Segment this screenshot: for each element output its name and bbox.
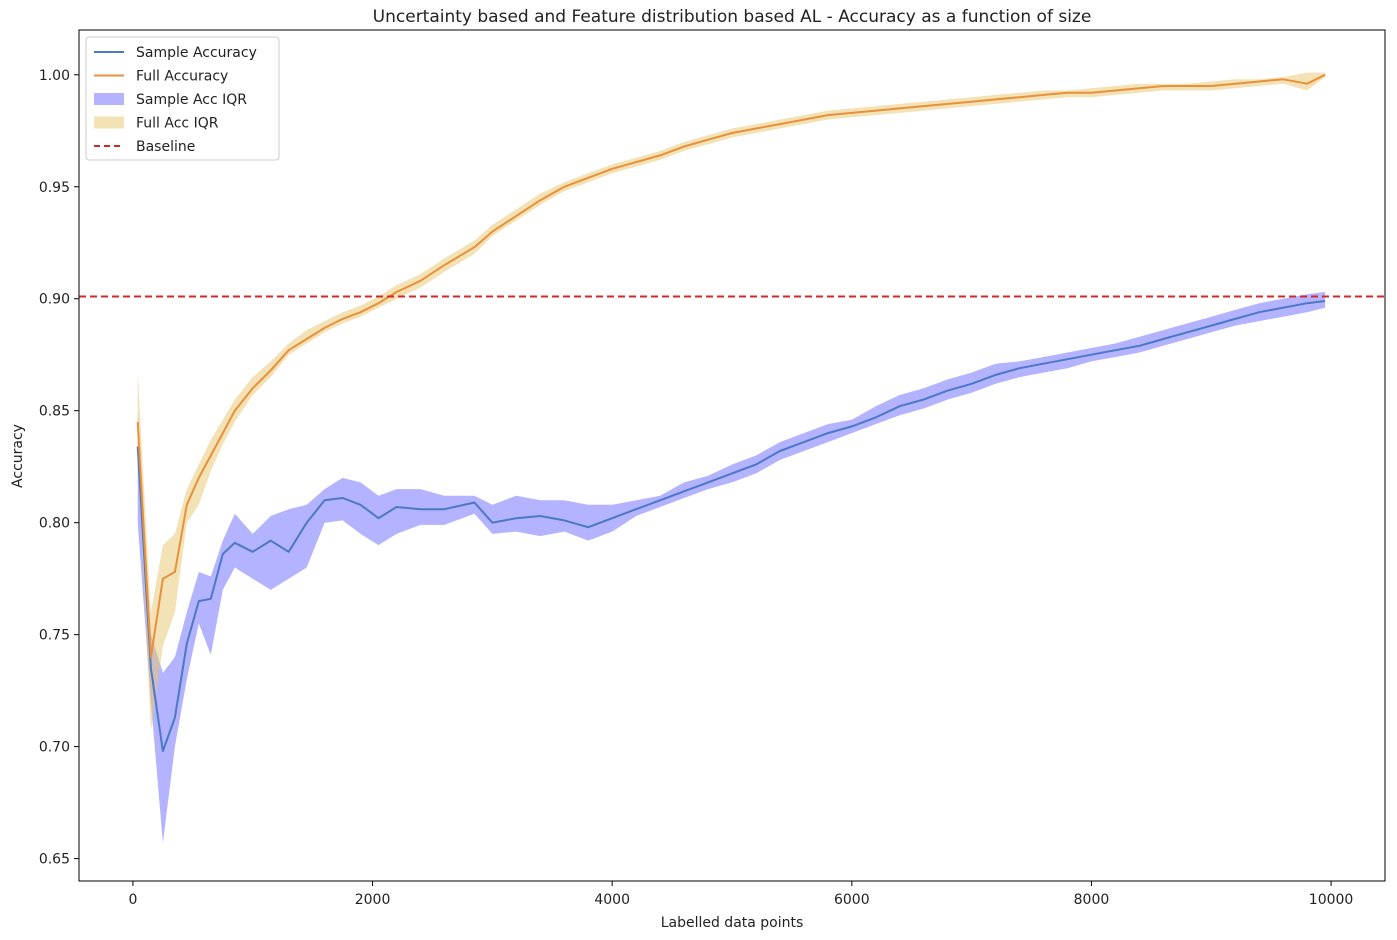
legend-label: Sample Accuracy: [136, 45, 257, 61]
x-axis: 0 2000 4000 6000 8000 10000: [128, 881, 1353, 908]
line-sample-accuracy: [136, 300, 1326, 753]
x-axis-label: Labelled data points: [661, 915, 804, 931]
accuracy-lines: [136, 73, 1326, 753]
plot-frame: [78, 29, 1386, 882]
y-tick-label: 0.65: [39, 852, 70, 868]
chart-title: Uncertainty based and Feature distributi…: [373, 7, 1092, 27]
legend-label: Full Acc IQR: [136, 116, 219, 132]
y-axis-label: Accuracy: [10, 424, 26, 488]
y-tick-label: 0.80: [39, 516, 70, 532]
y-tick-label: 0.95: [39, 180, 70, 196]
x-tick-label: 2000: [355, 892, 391, 908]
legend-label: Sample Acc IQR: [136, 92, 247, 108]
legend-label: Full Accuracy: [136, 69, 228, 85]
y-tick-label: 0.75: [39, 628, 70, 644]
legend-label: Baseline: [136, 139, 195, 155]
x-tick-label: 4000: [594, 892, 630, 908]
y-tick-label: 1.00: [39, 68, 70, 84]
x-tick-label: 0: [128, 892, 137, 908]
y-axis: 0.65 0.70 0.75 0.80 0.85 0.90 0.95 1.00: [39, 68, 79, 868]
legend-box: [85, 36, 280, 161]
line-full-accuracy: [136, 73, 1326, 659]
legend: Sample Accuracy Full Accuracy Sample Acc I…: [85, 36, 280, 161]
y-tick-label: 0.70: [39, 740, 70, 756]
x-tick-label: 8000: [1074, 892, 1110, 908]
x-tick-label: 6000: [834, 892, 870, 908]
y-tick-label: 0.85: [39, 404, 70, 420]
legend-swatch: [94, 116, 124, 129]
x-tick-label: 10000: [1309, 892, 1354, 908]
legend-swatch: [94, 93, 124, 105]
y-tick-label: 0.90: [39, 292, 70, 308]
